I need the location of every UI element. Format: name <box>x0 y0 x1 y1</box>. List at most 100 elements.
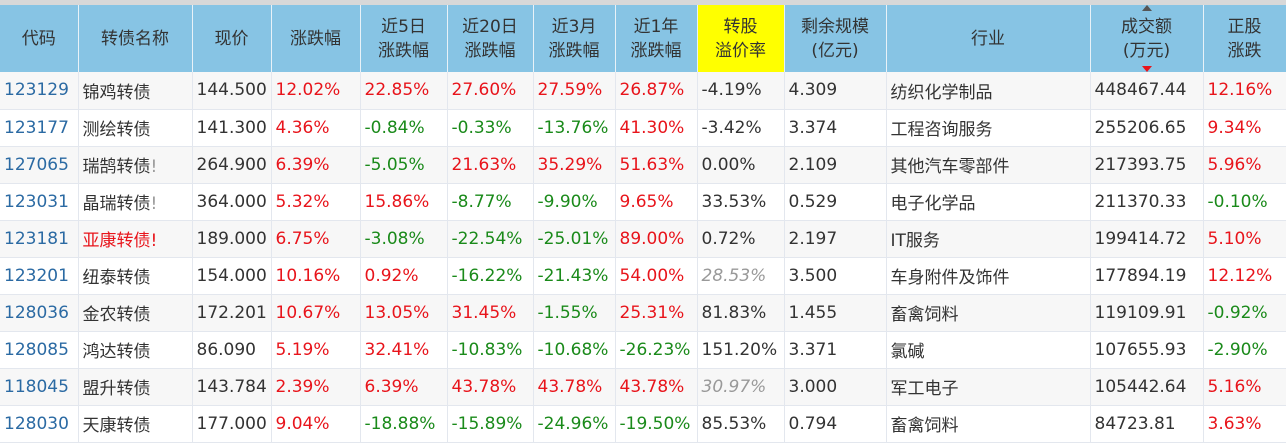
cell-d5: -5.05% <box>360 146 448 184</box>
cell-name[interactable]: 纽泰转债 <box>78 257 193 295</box>
cell-size: 4.309 <box>784 72 887 110</box>
column-header[interactable]: 代码 <box>0 5 79 72</box>
header-label: 剩余规模 <box>801 16 869 37</box>
column-header[interactable]: 剩余规模 (亿元) <box>784 5 887 72</box>
column-header[interactable]: 近1年 涨跌幅 <box>615 5 698 72</box>
sort-desc-icon[interactable] <box>1141 66 1152 72</box>
cell-code[interactable]: 118045 <box>0 368 79 406</box>
table-row[interactable]: 118045 盟升转债 143.784 2.39% 6.39% 43.78% 43.78% 4… <box>0 368 1286 406</box>
table-row[interactable]: 123177 测绘转债 141.300 4.36% -0.84% -0.33% -13.76… <box>0 109 1286 147</box>
cell-y1: 51.63% <box>615 146 698 184</box>
cell-prem: 0.72% <box>697 220 785 258</box>
table-row[interactable]: 128036 金农转债 172.201 10.67% 13.05% 31.45% -1.55… <box>0 294 1286 332</box>
column-header[interactable]: 近20日 涨跌幅 <box>447 5 534 72</box>
cell-d5: 32.41% <box>360 331 448 369</box>
cell-name[interactable]: 鸿达转债 <box>78 331 193 369</box>
cell-price: 189.000 <box>192 220 272 258</box>
column-header[interactable]: 转股 溢价率 <box>697 5 785 72</box>
table-row[interactable]: 123129 锦鸡转债 144.500 12.02% 22.85% 27.60% 27.59… <box>0 72 1286 110</box>
cell-name[interactable]: 金农转债 <box>78 294 193 332</box>
bond-name[interactable]: 盟升转债 <box>82 379 151 399</box>
cell-size: 3.371 <box>784 331 887 369</box>
header-label: 转债名称 <box>101 28 169 49</box>
cell-size: 3.374 <box>784 109 887 147</box>
column-header[interactable]: 转债名称 <box>78 5 193 72</box>
convertible-bond-table: 代码 转债名称 现价 涨跌幅 近5日 涨跌幅 近20日 涨跌幅 近3月 涨跌幅 近1年 涨跌幅 转股 溢价… <box>0 5 1286 443</box>
cell-code[interactable]: 128030 <box>0 405 79 443</box>
header-label: 现价 <box>214 28 249 49</box>
cell-name[interactable]: 晶瑞转债! <box>78 183 193 221</box>
bond-name[interactable]: 亚康转债 <box>82 231 151 251</box>
cell-code[interactable]: 123177 <box>0 109 79 147</box>
cell-name[interactable]: 盟升转债 <box>78 368 193 406</box>
table-row[interactable]: 123201 纽泰转债 154.000 10.16% 0.92% -16.22% -21.4… <box>0 257 1286 295</box>
cell-code[interactable]: 128085 <box>0 331 79 369</box>
bond-name[interactable]: 鸿达转债 <box>82 342 151 362</box>
table-row[interactable]: 123181 亚康转债! 189.000 6.75% -3.08% -22.54% -25.… <box>0 220 1286 258</box>
bond-name[interactable]: 测绘转债 <box>82 120 151 140</box>
column-header[interactable]: 行业 <box>886 5 1091 72</box>
cell-name[interactable]: 瑞鹄转债! <box>78 146 193 184</box>
cell-industry: 军工电子 <box>886 368 1091 406</box>
cell-m3: -10.68% <box>533 331 616 369</box>
cell-m3: -24.96% <box>533 405 616 443</box>
cell-vol: 255206.65 <box>1090 109 1204 147</box>
table-row[interactable]: 127065 瑞鹄转债! 264.900 6.39% -5.05% 21.63% 35.29… <box>0 146 1286 184</box>
table-row[interactable]: 128085 鸿达转债 86.090 5.19% 32.41% -10.83% -10.68… <box>0 331 1286 369</box>
cell-code[interactable]: 123031 <box>0 183 79 221</box>
cell-vol: 105442.64 <box>1090 368 1204 406</box>
cell-y1: 9.65% <box>615 183 698 221</box>
column-header[interactable]: 现价 <box>192 5 272 72</box>
warning-flag-icon: ! <box>150 231 158 251</box>
cell-vol: 199414.72 <box>1090 220 1204 258</box>
cell-d20: 21.63% <box>447 146 534 184</box>
cell-vol: 107655.93 <box>1090 331 1204 369</box>
cell-chg: 9.04% <box>271 405 361 443</box>
cell-d20: -10.83% <box>447 331 534 369</box>
cell-price: 264.900 <box>192 146 272 184</box>
bond-name[interactable]: 晶瑞转债 <box>82 194 151 214</box>
cell-code[interactable]: 128036 <box>0 294 79 332</box>
bond-name[interactable]: 金农转债 <box>82 305 151 325</box>
cell-name[interactable]: 锦鸡转债 <box>78 72 193 110</box>
cell-chg: 4.36% <box>271 109 361 147</box>
cell-name[interactable]: 天康转债 <box>78 405 193 443</box>
cell-m3: -13.76% <box>533 109 616 147</box>
cell-vol: 448467.44 <box>1090 72 1204 110</box>
column-header[interactable]: 近3月 涨跌幅 <box>533 5 616 72</box>
table-row[interactable]: 128030 天康转债 177.000 9.04% -18.88% -15.89% -24.… <box>0 405 1286 443</box>
cell-vol: 177894.19 <box>1090 257 1204 295</box>
cell-y1: 43.78% <box>615 368 698 406</box>
bond-name[interactable]: 锦鸡转债 <box>82 82 151 103</box>
cell-chg: 5.32% <box>271 183 361 221</box>
cell-y1: 54.00% <box>615 257 698 295</box>
column-header[interactable]: 成交额 (万元) <box>1090 5 1204 72</box>
cell-chg: 6.39% <box>271 146 361 184</box>
column-header[interactable]: 近5日 涨跌幅 <box>360 5 448 72</box>
cell-code[interactable]: 123181 <box>0 220 79 258</box>
sort-asc-icon[interactable] <box>1141 5 1152 11</box>
cell-y1: -26.23% <box>615 331 698 369</box>
cell-y1: 41.30% <box>615 109 698 147</box>
cell-name[interactable]: 亚康转债! <box>78 220 193 258</box>
cell-price: 144.500 <box>192 72 272 110</box>
cell-code[interactable]: 127065 <box>0 146 79 184</box>
cell-d20: 31.45% <box>447 294 534 332</box>
bond-name[interactable]: 天康转债 <box>82 416 151 436</box>
cell-code[interactable]: 123201 <box>0 257 79 295</box>
column-header[interactable]: 正股 涨跌 <box>1203 5 1286 72</box>
bond-name[interactable]: 瑞鹄转债 <box>82 157 151 177</box>
cell-stk: 9.34% <box>1203 109 1286 147</box>
cell-size: 2.197 <box>784 220 887 258</box>
cell-name[interactable]: 测绘转债 <box>78 109 193 147</box>
cell-chg: 2.39% <box>271 368 361 406</box>
cell-m3: 35.29% <box>533 146 616 184</box>
cell-d20: 27.60% <box>447 72 534 110</box>
bond-name[interactable]: 纽泰转债 <box>82 268 151 288</box>
cell-prem: 28.53% <box>697 257 785 295</box>
table-row[interactable]: 123031 晶瑞转债! 364.000 5.32% 15.86% -8.77% -9.90… <box>0 183 1286 221</box>
column-header[interactable]: 涨跌幅 <box>271 5 361 72</box>
cell-y1: 25.31% <box>615 294 698 332</box>
cell-code[interactable]: 123129 <box>0 72 79 110</box>
cell-d20: -16.22% <box>447 257 534 295</box>
